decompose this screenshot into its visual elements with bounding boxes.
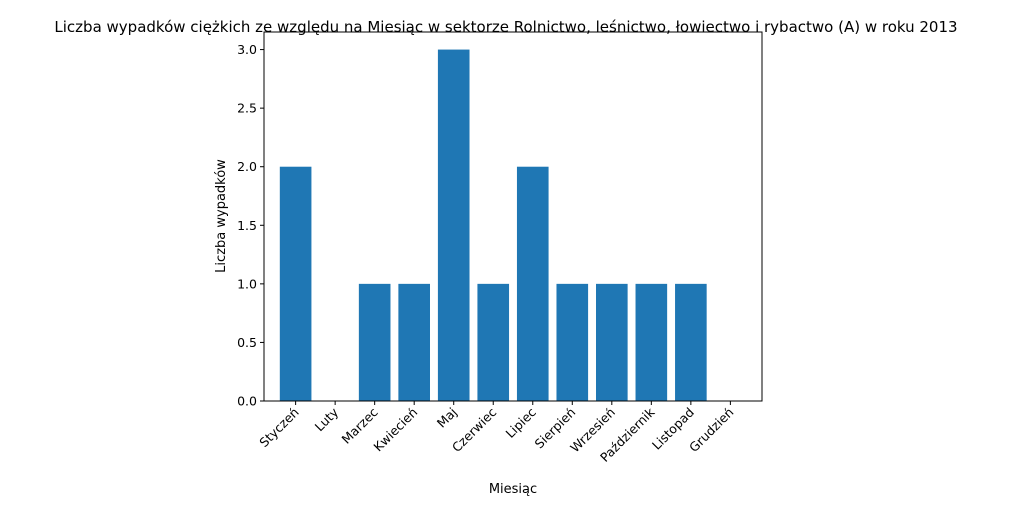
bar-11 <box>675 283 707 401</box>
x-tick-label: Maj <box>434 405 460 431</box>
y-tick-label: 0.5 <box>237 335 257 350</box>
bar-5 <box>437 49 470 401</box>
bar-8 <box>556 283 589 401</box>
x-tick-label: Lipiec <box>503 404 539 440</box>
bar-10 <box>635 283 668 401</box>
y-tick-label: 0.0 <box>237 394 257 409</box>
y-tick-label: 2.0 <box>237 159 257 174</box>
plot-frame <box>263 31 763 402</box>
bar-4 <box>398 283 430 401</box>
x-tick-label: Styczeń <box>256 405 301 450</box>
bar-3 <box>358 283 391 401</box>
x-axis-label: Miesiąc <box>489 482 537 497</box>
y-axis-label: Liczba wypadków <box>214 159 229 273</box>
x-tick-label: Kwiecień <box>370 405 420 455</box>
bar-9 <box>596 283 628 401</box>
bar-1 <box>279 166 312 401</box>
chart-title: Liczba wypadków ciężkich ze względu na M… <box>54 18 957 36</box>
bars-group <box>279 49 707 401</box>
y-tick-label: 1.5 <box>237 218 257 233</box>
y-tick-label: 1.0 <box>237 276 257 291</box>
y-tick-label: 2.5 <box>237 101 257 116</box>
bar-6 <box>477 283 510 401</box>
bar-7 <box>516 166 549 401</box>
y-tick-label: 3.0 <box>237 42 257 57</box>
y-axis: 0.0 0.5 1.0 1.5 2.0 2.5 3.0 <box>237 42 264 409</box>
x-tick-label: Luty <box>312 404 342 434</box>
